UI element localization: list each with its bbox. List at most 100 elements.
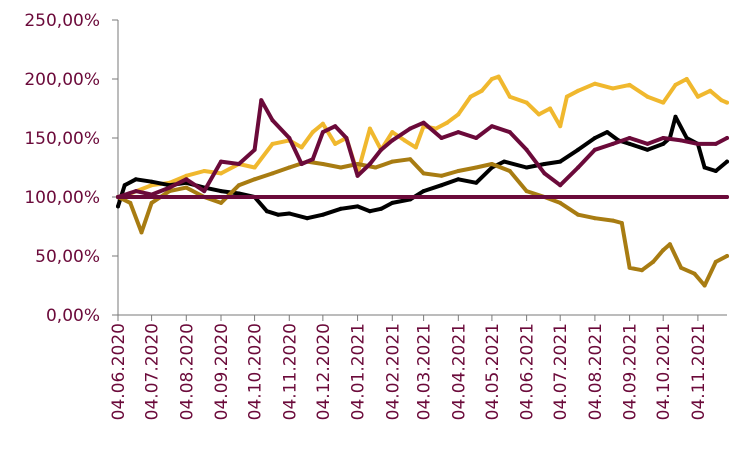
series-2-point <box>276 212 281 217</box>
series-4-point <box>320 130 325 135</box>
series-1-point <box>708 88 713 93</box>
series-2-point <box>673 114 678 119</box>
series-1-point <box>564 94 569 99</box>
series-1-point <box>661 100 666 105</box>
series-3-point <box>592 216 597 221</box>
series-3-point <box>692 271 697 276</box>
series-3-point <box>439 173 444 178</box>
series-1-point <box>524 100 529 105</box>
series-3-point <box>725 254 729 258</box>
series-4-point <box>219 159 223 164</box>
y-axis: 0,00% 50,00% 100,00% 150,00% 200,00% 250,00% <box>24 11 119 326</box>
series-line-2 <box>116 114 729 221</box>
series-3-point <box>661 248 666 253</box>
series-4-point <box>489 124 494 129</box>
x-tick-label: 04.02.2021 <box>383 323 403 420</box>
series-4-point <box>474 136 479 140</box>
series-2-point <box>725 159 729 164</box>
series-3-point <box>421 171 426 176</box>
series-4-point <box>333 124 338 129</box>
series-2-point <box>133 177 138 182</box>
series-3-point <box>408 157 413 162</box>
series-2-point <box>122 183 127 188</box>
series-4-point <box>259 98 264 103</box>
series-1-point <box>149 183 154 188</box>
series-line-1 <box>116 74 729 199</box>
series-1-point <box>252 165 257 170</box>
series-1-point <box>320 121 325 126</box>
series-4-point <box>367 162 372 166</box>
series-1-point <box>576 88 581 93</box>
series-1-point <box>695 94 700 99</box>
series-1-point <box>413 145 418 150</box>
series-1-point <box>310 130 315 135</box>
series-1-point <box>645 94 650 99</box>
series-2-point <box>439 183 444 188</box>
series-4-point <box>713 141 718 146</box>
series-4-point <box>661 136 666 140</box>
series-1-point <box>202 169 207 173</box>
series-1-point <box>627 82 632 87</box>
series-4-point <box>270 118 275 123</box>
series-1-point <box>489 77 494 81</box>
series-3-point <box>619 221 624 225</box>
series-2-point <box>605 130 610 135</box>
series-4-point <box>456 130 461 135</box>
x-tick-label: 04.10.2021 <box>654 323 674 420</box>
x-tick-label: 04.11.2020 <box>280 323 300 420</box>
series-2-point <box>421 189 426 194</box>
series-2-point <box>645 147 650 152</box>
series-1-point <box>479 88 484 93</box>
x-tick-label: 04.06.2021 <box>518 323 538 420</box>
series-2-point <box>236 191 241 196</box>
x-tick-label: 04.06.2020 <box>109 323 129 420</box>
series-3-point <box>558 200 563 205</box>
series-1-point <box>536 112 541 117</box>
series-3-point <box>236 183 241 188</box>
series-4-point <box>524 147 529 152</box>
series-1-point <box>496 74 501 79</box>
series-1-point <box>673 82 678 87</box>
series-1-point <box>270 141 275 146</box>
series-4-point <box>202 189 207 194</box>
x-tick-label: 04.07.2020 <box>143 323 163 420</box>
series-3-point <box>679 265 684 270</box>
series-3-point <box>390 159 395 164</box>
series-4-point <box>390 138 395 143</box>
series-3-point <box>373 165 378 170</box>
series-2-point <box>502 159 507 164</box>
series-4-point <box>379 147 384 152</box>
series-1-point <box>445 120 450 125</box>
series-3-point <box>507 169 512 173</box>
series-3-point <box>338 165 343 170</box>
series-4-point <box>421 120 426 125</box>
y-tick-label: 200,00% <box>24 70 100 90</box>
series-5-point <box>725 195 729 199</box>
y-tick-label: 100,00% <box>24 188 100 208</box>
series-3-point <box>139 230 144 235</box>
series-2-point <box>116 204 120 209</box>
series-2-point <box>592 136 597 140</box>
x-tick-label: 04.08.2021 <box>586 323 606 420</box>
series-2-point <box>684 136 689 140</box>
series-4-point <box>252 147 257 152</box>
series-2-point <box>542 162 547 166</box>
series-4-point <box>679 138 684 143</box>
x-tick-label: 04.09.2021 <box>621 323 641 420</box>
series-4-point <box>299 162 304 166</box>
series-3-point <box>610 218 615 223</box>
series-4-point <box>184 177 189 182</box>
series-1-point <box>548 106 553 111</box>
series-2-point <box>305 216 310 221</box>
series-1-point <box>433 126 438 131</box>
x-tick-label: 04.01.2021 <box>349 323 369 420</box>
series-1-point <box>390 130 395 135</box>
series-2-point <box>264 209 269 214</box>
x-tick-label: 04.03.2021 <box>415 323 435 420</box>
series-4-point <box>576 165 581 170</box>
series-line-4 <box>116 98 729 199</box>
series-group <box>116 74 729 288</box>
series-2-point <box>219 189 223 194</box>
series-1-point <box>725 100 729 105</box>
